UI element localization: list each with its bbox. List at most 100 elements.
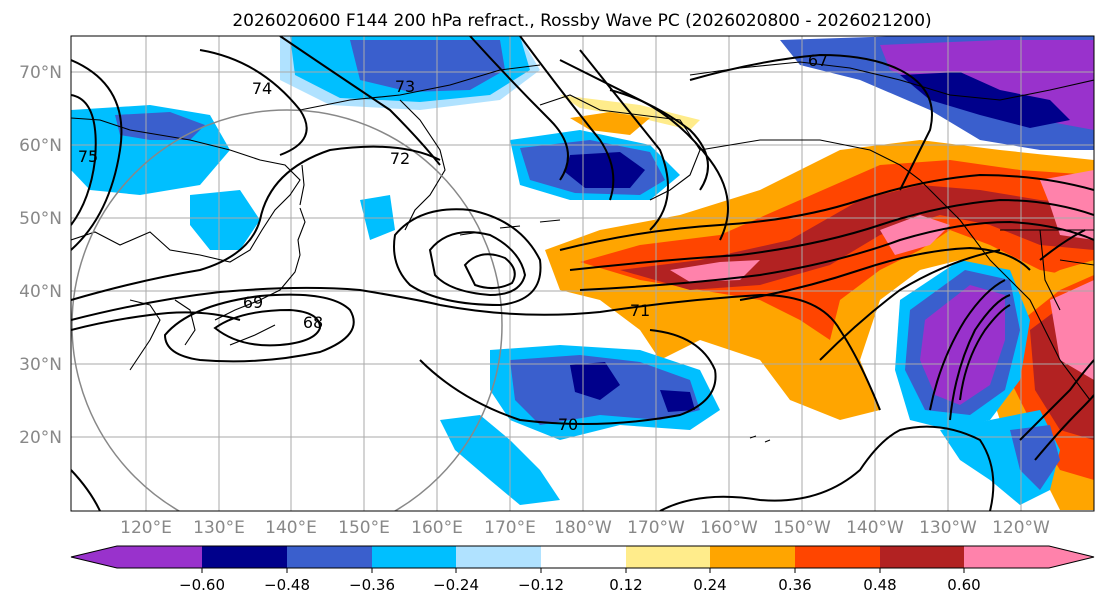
contour-68-northeast	[1039, 229, 1086, 261]
contour-label-74: 74	[252, 79, 272, 98]
lon-label-140W: 140°W	[846, 518, 904, 538]
contour-label-69: 69	[243, 293, 263, 312]
colorbar-bin-9	[795, 546, 881, 568]
contour-73-low	[428, 231, 527, 297]
contour-71-southeast	[1034, 394, 1094, 461]
lon-label-130W: 130°W	[919, 518, 977, 538]
colorbar-bin-5	[456, 546, 542, 568]
coast-hawaii	[749, 435, 771, 443]
lat-label-70: 70°N	[19, 63, 62, 83]
border-canada-us	[1000, 229, 1094, 311]
colorbar-tick-label: 0.60	[947, 576, 980, 594]
contour-70	[71, 311, 241, 331]
contour-label-70: 70	[558, 415, 578, 434]
shade-purple-eastpac	[920, 285, 1005, 405]
coast-asia	[71, 117, 301, 263]
map-frame	[70, 35, 1095, 512]
contour-label-75: 75	[78, 147, 98, 166]
contour-71-north	[519, 36, 615, 201]
contour-71-trough	[929, 279, 1006, 411]
contour-74-west	[71, 59, 123, 251]
contour-label-67: 67	[808, 51, 828, 70]
shade-blue-arctic	[350, 40, 505, 92]
contour-label-68: 68	[303, 313, 323, 332]
colorbar-tick-label: −0.12	[518, 576, 564, 594]
map-panel: 67 68 69 70 71 72 73 74 75	[70, 35, 1095, 512]
shade-orange-alaska	[570, 112, 650, 135]
lon-label-130E: 130°E	[193, 518, 245, 538]
lon-label-150E: 150°E	[338, 518, 390, 538]
contour-67	[689, 53, 933, 191]
lat-label-50: 50°N	[19, 209, 62, 229]
shade-navy-canada	[900, 72, 1070, 128]
colorbar-bin-10	[880, 546, 966, 568]
contour-74-low	[463, 253, 516, 289]
reference-circle	[71, 109, 503, 511]
contour-73-trough	[819, 249, 1001, 361]
contour-labels: 67 68 69 70 71 72 73 74 75	[78, 51, 828, 434]
contour-70-pacific	[419, 329, 717, 425]
contours	[71, 36, 1094, 511]
lon-label-180W: 180°W	[554, 518, 612, 538]
lat-label-20: 20°N	[19, 428, 62, 448]
contour-label-73: 73	[395, 77, 415, 96]
colorbar-tick-label: −0.24	[433, 576, 479, 594]
colorbar-outline	[70, 545, 1095, 569]
coast-canada-west	[974, 239, 1091, 401]
contour-72-low	[393, 208, 542, 307]
colorbar-bin-6	[541, 546, 627, 568]
contour-72-jet	[579, 220, 1094, 291]
contour-72-south	[1019, 359, 1094, 441]
contour-71-jet	[569, 198, 1094, 271]
colorbar-bin-3	[287, 546, 373, 568]
shade-blue-southeast	[1010, 425, 1060, 490]
contour-70-jet	[559, 173, 1094, 251]
contour-71-pacific	[439, 293, 881, 411]
colorbar-bin-2	[202, 546, 288, 568]
coast-alaska	[539, 94, 976, 241]
contour-69-ring	[163, 293, 355, 363]
lon-label-170E: 170°E	[484, 518, 536, 538]
lat-label-30: 30°N	[19, 355, 62, 375]
colorbar-ticks	[201, 568, 965, 573]
colorbar-bin-1	[117, 546, 203, 568]
contour-72-north	[469, 36, 569, 181]
colorbar: −0.60 −0.48 −0.36 −0.24 −0.12 0.12 0.24 …	[70, 545, 1095, 594]
colorbar-bin-4	[372, 546, 458, 568]
coast-kamchatka	[399, 99, 446, 231]
coast-siberia-north	[299, 64, 541, 111]
colorbar-tick-label: 0.36	[778, 576, 811, 594]
lon-label-150W: 150°W	[773, 518, 831, 538]
contour-71-sw	[71, 469, 101, 511]
lon-tick-labels: 120°E 130°E 140°E 150°E 160°E 170°E 180°…	[120, 518, 1050, 538]
colorbar-tick-label: −0.36	[349, 576, 395, 594]
colorbar-tick-label: 0.48	[863, 576, 896, 594]
contour-69-trough	[959, 304, 1011, 401]
colorbar-bin-11	[964, 546, 1050, 568]
colorbar-extend-low	[71, 546, 118, 568]
colorbar-tick-label: 0.24	[693, 576, 726, 594]
lon-label-140E: 140°E	[265, 518, 317, 538]
lat-label-40: 40°N	[19, 282, 62, 302]
contour-74-arctic	[199, 49, 308, 156]
lon-label-160W: 160°W	[700, 518, 758, 538]
contour-72	[71, 145, 441, 301]
colorbar-tick-label: −0.60	[179, 576, 225, 594]
colorbar-bin-8	[710, 546, 796, 568]
colorbar-tick-label: 0.12	[609, 576, 642, 594]
contour-73-jet	[739, 246, 1031, 301]
contour-68-north	[609, 89, 709, 191]
contour-75	[71, 94, 97, 226]
contour-73-arctic	[279, 36, 441, 166]
contour-70-north	[579, 49, 669, 231]
coast-sakhalin	[299, 164, 305, 206]
shade-navy-bering	[565, 152, 645, 188]
contour-label-72: 72	[390, 149, 410, 168]
lon-label-170W: 170°W	[627, 518, 685, 538]
contour-70-trough	[949, 294, 1011, 421]
map-title: 2026020600 F144 200 hPa refract., Rossby…	[232, 11, 931, 31]
lon-label-120W: 120°W	[992, 518, 1050, 538]
lon-label-160E: 160°E	[411, 518, 463, 538]
contour-71-south	[659, 425, 995, 511]
